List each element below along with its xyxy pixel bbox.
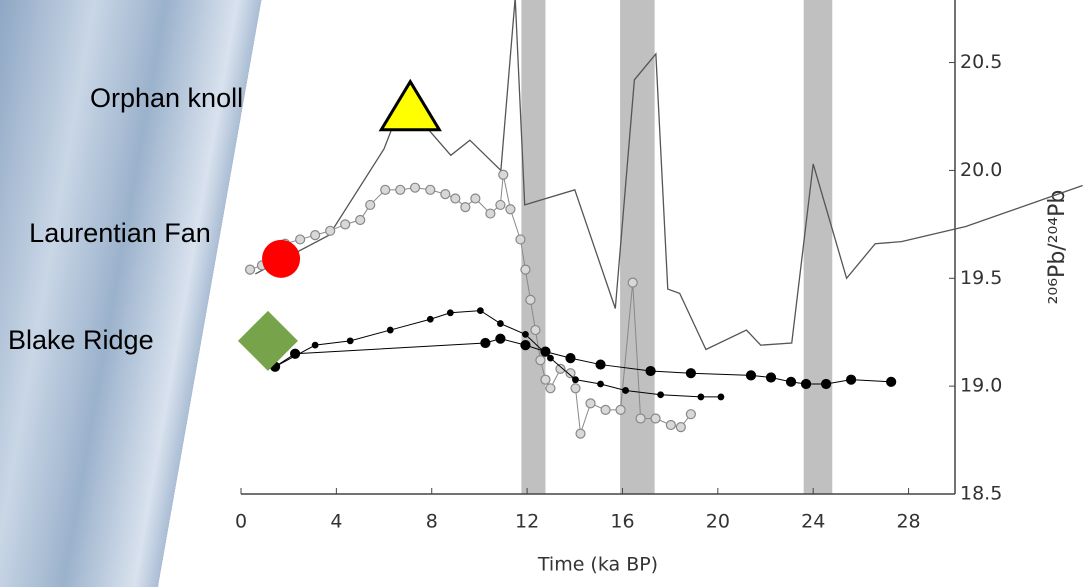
data-point xyxy=(846,374,857,385)
annotation-label: Blake Ridge xyxy=(8,325,154,355)
data-point xyxy=(346,337,354,345)
x-tick-label: 16 xyxy=(610,511,634,533)
data-point xyxy=(547,354,554,362)
data-point xyxy=(409,182,421,193)
data-point xyxy=(386,326,394,334)
data-point xyxy=(525,294,536,305)
x-tick-label: 12 xyxy=(515,511,539,533)
data-point xyxy=(820,378,832,390)
data-point xyxy=(355,214,366,226)
marker-diamond xyxy=(237,310,298,371)
data-point xyxy=(627,277,638,288)
data-point xyxy=(271,363,279,371)
data-point xyxy=(446,309,454,317)
data-point xyxy=(685,368,696,379)
data-point xyxy=(555,363,566,374)
data-point xyxy=(575,428,586,439)
data-point xyxy=(785,376,797,387)
marker-triangle xyxy=(378,78,442,132)
data-point xyxy=(495,199,506,211)
data-point xyxy=(495,333,506,344)
y-tick-label: 19.5 xyxy=(960,267,1002,289)
data-point xyxy=(697,393,705,401)
data-point xyxy=(244,264,256,275)
data-point xyxy=(365,199,376,211)
data-point xyxy=(460,201,471,213)
data-point xyxy=(886,376,897,387)
data-point xyxy=(622,387,629,394)
data-point xyxy=(717,393,725,401)
data-point xyxy=(615,404,626,415)
data-point xyxy=(650,413,661,424)
x-axis-title: Time (ka BP) xyxy=(537,554,658,576)
data-point xyxy=(765,372,777,383)
data-point xyxy=(565,368,576,379)
data-point xyxy=(425,184,436,195)
data-point xyxy=(295,234,306,245)
shaded-band xyxy=(620,0,655,494)
data-point xyxy=(572,376,579,384)
data-point xyxy=(310,230,321,241)
data-point xyxy=(520,340,531,351)
data-point xyxy=(440,189,451,200)
data-point xyxy=(515,234,526,245)
data-point xyxy=(635,413,646,424)
data-point xyxy=(496,320,504,327)
data-point xyxy=(505,204,516,215)
data-point xyxy=(570,383,581,394)
y-tick-label: 18.5 xyxy=(960,483,1002,505)
x-tick-label: 4 xyxy=(330,511,342,533)
data-point xyxy=(585,398,596,409)
data-point xyxy=(520,264,531,275)
series-line xyxy=(255,0,1083,351)
data-point xyxy=(480,337,491,349)
annotation-label: Orphan knoll xyxy=(90,83,244,113)
x-tick-label: 20 xyxy=(706,511,730,533)
data-point xyxy=(530,324,541,336)
data-point xyxy=(340,219,351,230)
data-point xyxy=(485,208,496,219)
series-line xyxy=(274,310,721,398)
data-point xyxy=(800,378,812,390)
data-point xyxy=(380,184,391,195)
data-point xyxy=(426,315,434,323)
x-tick-label: 8 xyxy=(426,511,438,533)
data-point xyxy=(470,193,481,204)
data-point xyxy=(685,409,696,420)
data-point xyxy=(540,374,551,385)
data-point xyxy=(535,355,546,366)
data-point xyxy=(476,307,484,315)
y-tick-label: 20.0 xyxy=(960,159,1002,181)
data-point xyxy=(657,391,665,399)
data-point xyxy=(595,359,606,370)
x-tick-label: 24 xyxy=(801,511,825,533)
data-point xyxy=(498,169,509,180)
data-point xyxy=(565,352,576,364)
shaded-band xyxy=(521,0,546,494)
annotation-label: Laurentian Fan xyxy=(29,218,211,248)
marker-circle xyxy=(262,239,301,278)
data-point xyxy=(675,422,686,433)
data-point xyxy=(540,346,551,357)
data-point xyxy=(311,341,319,349)
data-point xyxy=(645,365,656,377)
x-tick-label: 28 xyxy=(896,511,920,533)
data-point xyxy=(600,404,611,415)
x-tick-label: 0 xyxy=(235,511,247,533)
data-point xyxy=(395,184,406,195)
data-point xyxy=(450,193,461,204)
data-point xyxy=(665,419,676,431)
data-point xyxy=(597,380,604,388)
data-point xyxy=(522,330,529,338)
data-point xyxy=(745,370,757,381)
shaded-band xyxy=(803,0,833,494)
series-line xyxy=(274,338,892,385)
data-point xyxy=(545,383,556,394)
y-tick-label: 20.5 xyxy=(960,51,1002,73)
y-tick-label: 19.0 xyxy=(960,375,1002,397)
y-axis-title: ²⁰⁶Pb/²⁰⁴Pb xyxy=(1045,190,1070,305)
data-point xyxy=(325,225,336,236)
